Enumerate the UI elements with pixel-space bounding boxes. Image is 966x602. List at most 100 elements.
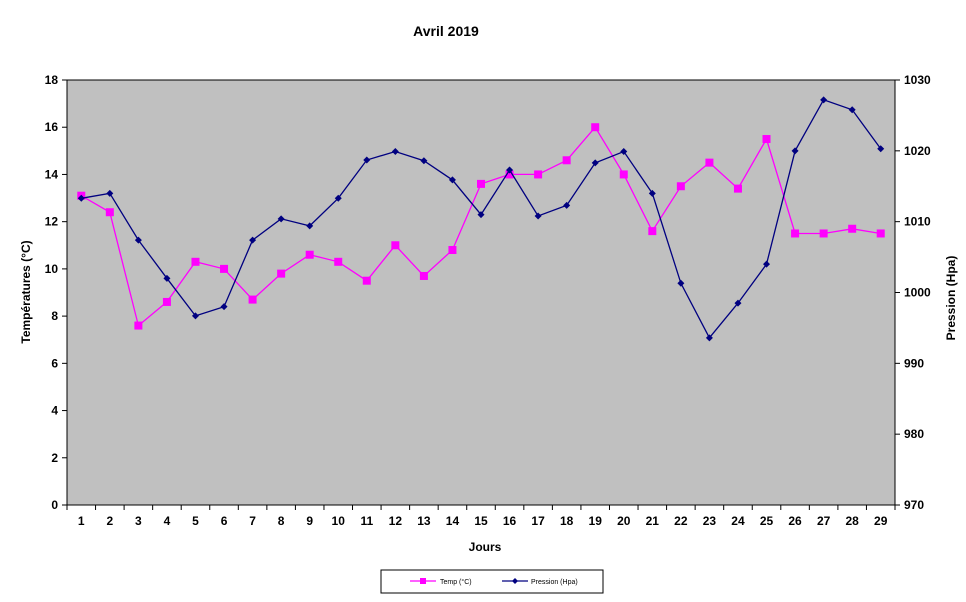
pression-point xyxy=(306,222,314,230)
pression-point xyxy=(363,156,371,164)
x-tick-label: 5 xyxy=(192,514,199,528)
temp-point xyxy=(762,135,771,144)
y-axis-left-label: Températures (°C) xyxy=(19,240,33,343)
temp-point xyxy=(105,208,114,217)
left-y-tick-label: 12 xyxy=(45,215,59,229)
pression-point xyxy=(477,211,485,219)
x-tick-label: 7 xyxy=(249,514,256,528)
x-tick-label: 3 xyxy=(135,514,142,528)
left-y-tick-label: 18 xyxy=(45,73,59,87)
temp-point xyxy=(876,229,885,238)
temp-point xyxy=(134,321,143,330)
pression-point xyxy=(249,236,257,244)
temp-point xyxy=(733,184,742,193)
temp-point xyxy=(277,269,286,278)
right-y-tick-label: 1030 xyxy=(904,73,931,87)
x-tick-label: 13 xyxy=(417,514,431,528)
temp-point xyxy=(191,257,200,266)
x-tick-label: 15 xyxy=(474,514,488,528)
x-tick-label: 11 xyxy=(360,514,373,528)
pression-point xyxy=(448,176,456,184)
temp-point xyxy=(648,227,657,236)
pression-point xyxy=(763,260,771,268)
left-y-tick-label: 4 xyxy=(51,404,58,418)
right-y-tick-label: 1020 xyxy=(904,144,931,158)
pression-point xyxy=(391,148,399,156)
pression-point xyxy=(848,106,856,114)
temp-point xyxy=(819,229,828,238)
x-tick-label: 12 xyxy=(389,514,403,528)
x-tick-label: 17 xyxy=(531,514,545,528)
x-tick-label: 29 xyxy=(874,514,888,528)
pression-point xyxy=(591,159,599,167)
pression-point xyxy=(134,236,142,244)
temp-point xyxy=(477,179,485,188)
temp-point xyxy=(448,246,457,254)
x-tick-label: 20 xyxy=(617,514,631,528)
pression-point xyxy=(534,212,542,220)
x-tick-label: 6 xyxy=(221,514,228,528)
pression-point xyxy=(620,148,628,156)
pression-point xyxy=(420,157,428,165)
right-y-axis: 970 980 990 1000 1010 1020 1030 xyxy=(895,73,931,512)
x-tick-label: 4 xyxy=(164,514,171,528)
left-y-tick-label: 14 xyxy=(45,167,59,181)
temp-point xyxy=(391,241,400,250)
right-y-tick-label: 980 xyxy=(904,427,924,441)
legend-pression-label: Pression (Hpa) xyxy=(531,579,578,586)
left-y-tick-label: 2 xyxy=(51,451,58,465)
legend-pression-marker xyxy=(512,578,518,584)
temp-point xyxy=(562,156,571,165)
x-tick-label: 8 xyxy=(278,514,285,528)
right-y-tick-label: 1010 xyxy=(904,215,931,229)
temp-point xyxy=(591,123,600,132)
temp-point xyxy=(791,229,800,238)
pression-point xyxy=(220,303,228,311)
left-y-tick-label: 6 xyxy=(51,356,58,370)
pression-point xyxy=(877,145,885,153)
pression-point xyxy=(506,166,514,174)
x-tick-label: 19 xyxy=(589,514,603,528)
temp-point xyxy=(848,224,857,233)
x-tick-label: 21 xyxy=(646,514,660,528)
x-tick-label: 23 xyxy=(703,514,717,528)
temp-point xyxy=(534,170,543,179)
pression-point xyxy=(334,194,342,202)
x-axis: 1 2 3 4 5 6 7 8 9 10 11 12 13 14 15 16 17 18 19 20 21 22 23 24 2… xyxy=(66,505,896,528)
pression-point xyxy=(820,96,828,104)
left-y-tick-label: 8 xyxy=(51,309,58,323)
plot-area xyxy=(66,79,896,506)
legend-temp-marker xyxy=(420,578,426,584)
x-tick-label: 14 xyxy=(446,514,460,528)
left-y-tick-label: 10 xyxy=(45,262,59,276)
temp-point xyxy=(619,170,628,179)
x-tick-label: 24 xyxy=(731,514,745,528)
x-tick-label: 26 xyxy=(788,514,802,528)
left-y-tick-label: 16 xyxy=(45,120,59,134)
right-y-tick-label: 970 xyxy=(904,498,924,512)
pression-point xyxy=(791,147,799,155)
chart-title: Avril 2019 xyxy=(413,23,479,39)
temp-point xyxy=(334,257,343,266)
pression-point xyxy=(106,189,114,197)
pression-point xyxy=(648,189,656,197)
pression-point xyxy=(77,194,85,202)
x-tick-label: 2 xyxy=(106,514,113,528)
temp-point xyxy=(162,297,171,306)
left-y-axis: 0 2 4 6 8 10 12 14 16 18 xyxy=(45,73,67,512)
y-axis-right-label: Pression (Hpa) xyxy=(944,256,958,341)
pression-point xyxy=(563,201,571,209)
temp-point xyxy=(220,264,229,273)
temp-point xyxy=(705,158,714,167)
x-tick-label: 18 xyxy=(560,514,574,528)
temp-point xyxy=(419,271,428,280)
pression-point xyxy=(705,334,713,342)
pression-point xyxy=(677,279,685,287)
x-tick-label: 22 xyxy=(674,514,688,528)
legend: Temp (°C) Pression (Hpa) xyxy=(380,569,604,594)
right-y-tick-label: 1000 xyxy=(904,286,931,300)
x-tick-label: 25 xyxy=(760,514,774,528)
temp-point xyxy=(362,276,371,285)
legend-box xyxy=(380,569,604,594)
series-layer xyxy=(77,96,885,342)
